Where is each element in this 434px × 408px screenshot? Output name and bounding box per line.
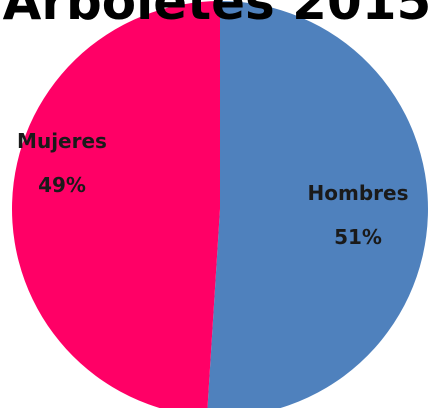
pie-slice-mujeres xyxy=(12,1,220,408)
slice-label-mujeres: Mujeres xyxy=(17,129,107,153)
pie-slice-hombres xyxy=(207,1,428,408)
chart-title: Arboletes 2015 xyxy=(2,0,432,31)
slice-percent-mujeres: 49% xyxy=(38,173,86,197)
slice-percent-hombres: 51% xyxy=(334,225,382,249)
slice-label-hombres: Hombres xyxy=(308,181,409,205)
